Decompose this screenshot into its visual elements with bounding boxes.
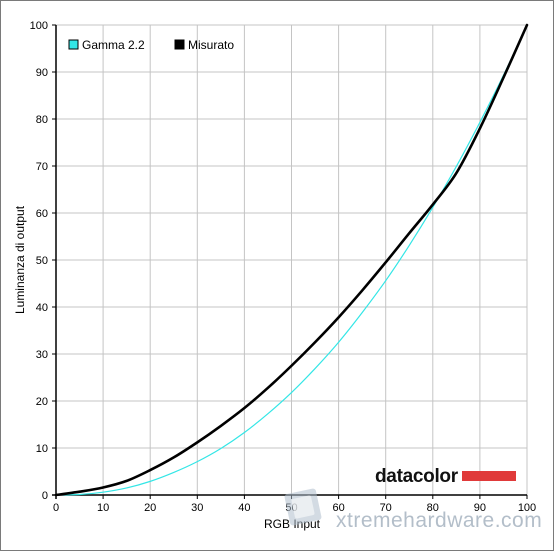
watermark-text: xtremehardware.com — [336, 509, 542, 532]
datacolor-logo-bar — [462, 471, 516, 481]
tick-labels: 0102030405060708090100010203040506070809… — [30, 20, 537, 514]
y-tick-label: 30 — [36, 349, 48, 361]
x-tick-label: 70 — [380, 502, 392, 514]
x-tick-label: 20 — [144, 502, 156, 514]
x-tick-label: 30 — [191, 502, 203, 514]
y-tick-label: 80 — [36, 114, 48, 126]
legend-label-gamma: Gamma 2.2 — [82, 38, 145, 52]
y-tick-label: 20 — [36, 396, 48, 408]
legend-label-misurato: Misurato — [188, 38, 234, 52]
legend: Gamma 2.2 Misurato — [68, 38, 234, 52]
y-tick-label: 70 — [36, 161, 48, 173]
y-tick-label: 0 — [42, 490, 48, 502]
x-tick-label: 60 — [332, 502, 344, 514]
y-tick-label: 100 — [30, 20, 48, 32]
y-tick-label: 50 — [36, 255, 48, 267]
y-axis-title: Luminanza di output — [13, 205, 27, 314]
y-tick-label: 60 — [36, 208, 48, 220]
x-tick-label: 40 — [238, 502, 250, 514]
watermark-emblem-icon — [284, 488, 322, 526]
y-tick-label: 10 — [36, 443, 48, 455]
x-tick-label: 100 — [518, 502, 536, 514]
series-line-gamma-2-2 — [55, 24, 528, 496]
x-tick-label: 10 — [97, 502, 109, 514]
grid — [55, 24, 528, 496]
watermark: xtremehardware.com — [284, 488, 542, 532]
legend-swatch-gamma — [68, 39, 79, 50]
x-tick-label: 80 — [427, 502, 439, 514]
legend-swatch-misurato — [174, 39, 185, 50]
series-lines — [54, 23, 529, 497]
y-tick-label: 90 — [36, 67, 48, 79]
x-tick-label: 0 — [53, 502, 59, 514]
datacolor-logo-text: datacolor — [375, 466, 459, 487]
y-tick-label: 40 — [36, 302, 48, 314]
series-line-misurato — [54, 23, 529, 497]
x-tick-label: 90 — [474, 502, 486, 514]
datacolor-logo: datacolor — [375, 466, 516, 487]
